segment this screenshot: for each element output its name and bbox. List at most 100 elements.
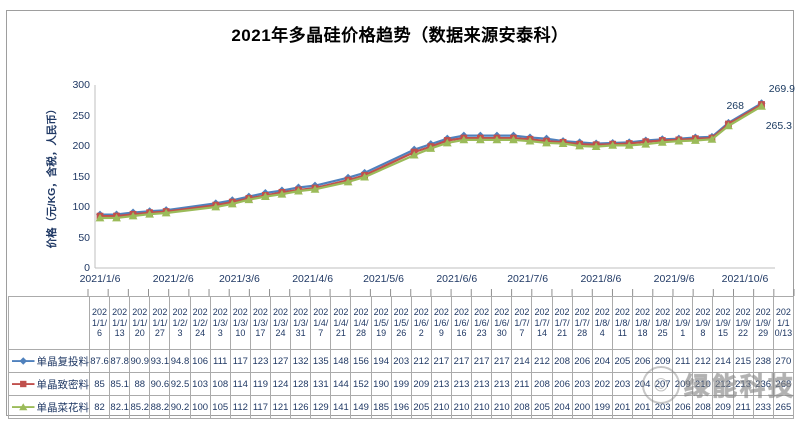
value-cell: 209 [672,372,694,396]
value-cell: 211 [511,372,533,396]
value-cell: 87.6 [88,349,111,373]
value-cell: 152 [350,372,372,396]
value-cell: 205 [611,349,633,373]
date-header-cell: 2021/5/26 [390,296,412,350]
value-cell: 268 [772,372,795,396]
value-cell: 85 [88,372,111,396]
y-tick-label: 100 [72,201,90,213]
date-header-cell: 2021/9/15 [712,296,734,350]
value-cell: 212 [531,349,553,373]
value-cell: 82 [88,395,111,419]
value-cell: 211 [732,395,754,419]
y-tick-label: 0 [84,262,90,274]
date-header-cell: 2021/7/7 [511,296,533,350]
value-cell: 141 [330,395,352,419]
value-cell: 204 [551,395,573,419]
date-header-cell: 2021/10/13 [772,296,795,350]
value-cell: 119 [249,372,271,396]
date-header-cell: 2021/1/27 [149,296,171,350]
value-cell: 212 [712,372,734,396]
x-tick-label: 2021/3/6 [218,273,260,285]
value-cell: 149 [350,395,372,419]
date-header-cell: 2021/5/19 [370,296,392,350]
diamond-legend-key-icon [12,357,35,365]
date-header-cell: 2021/8/11 [611,296,633,350]
value-cell: 124 [269,372,292,396]
value-cell: 210 [471,395,493,419]
value-cell: 204 [631,372,654,396]
value-cell: 103 [189,372,211,396]
x-tick-label: 2021/9/6 [653,273,695,285]
value-cell: 209 [652,349,674,373]
x-tick-label: 2021/8/6 [580,273,622,285]
value-cell: 123 [249,349,271,373]
value-cell: 238 [752,349,774,373]
value-cell: 88.2 [149,395,171,419]
date-header-cell: 2021/9/1 [672,296,694,350]
series-name-label: 单晶菜花料 [36,401,89,414]
value-cell: 213 [471,372,493,396]
table-row: 单晶致密料 85 85.1 88 90.6 92.5 103 108 114 119 124 128 1… [8,372,795,396]
series-end-label-caihualiao: 265.3 [765,120,792,132]
chart-data-table: 2021/1/6 2021/1/13 2021/1/20 2021/1/27 2021/… [8,296,795,419]
series-name-cell: 单晶致密料 [8,372,90,396]
value-cell: 205 [531,395,553,419]
value-cell: 144 [330,372,352,396]
table-corner-cell [8,296,90,350]
value-cell: 82.1 [109,395,131,419]
date-header-cell: 2021/7/28 [571,296,593,350]
date-header-cell: 2021/8/4 [591,296,613,350]
value-cell: 212 [410,349,432,373]
value-cell: 210 [692,372,714,396]
table-header-row: 2021/1/6 2021/1/13 2021/1/20 2021/1/27 2021/… [8,296,795,350]
value-cell: 85.2 [129,395,151,419]
value-cell: 208 [692,395,714,419]
value-cell: 217 [430,349,452,373]
date-header-cell: 2021/4/28 [350,296,372,350]
value-cell: 106 [189,349,211,373]
date-header-cell: 2021/6/9 [430,296,452,350]
value-cell: 204 [591,349,613,373]
y-tick-label: 250 [72,109,90,122]
value-cell: 206 [631,349,654,373]
value-cell: 203 [390,349,412,373]
value-cell: 208 [531,372,553,396]
x-tick-label: 2021/1/6 [79,273,121,285]
series-name-label: 单晶复投料 [36,355,89,368]
date-header-cell: 2021/2/3 [169,296,191,350]
date-header-cell: 2021/1/6 [88,296,111,350]
date-header-cell: 2021/3/24 [269,296,292,350]
series-name-cell: 单晶复投料 [8,349,90,373]
value-cell: 132 [290,349,312,373]
value-cell: 210 [450,395,473,419]
value-cell: 190 [370,372,392,396]
date-header-cell: 2021/3/17 [249,296,271,350]
value-cell: 210 [491,395,513,419]
value-cell: 201 [611,395,633,419]
value-cell: 265 [772,395,795,419]
series-end-label-zhimiliao: 268 [726,100,744,112]
value-cell: 92.5 [169,372,191,396]
value-cell: 135 [310,349,332,373]
value-cell: 127 [269,349,292,373]
date-header-cell: 2021/3/10 [229,296,251,350]
value-cell: 126 [290,395,312,419]
series-name-cell: 单晶菜花料 [8,395,90,419]
value-cell: 93.1 [149,349,171,373]
value-cell: 185 [370,395,392,419]
value-cell: 117 [229,349,251,373]
value-cell: 270 [772,349,795,373]
y-tick-label: 200 [72,140,90,152]
value-cell: 112 [229,395,251,419]
value-cell: 207 [652,372,674,396]
value-cell: 128 [290,372,312,396]
value-cell: 206 [571,349,593,373]
date-header-cell: 2021/3/31 [290,296,312,350]
value-cell: 206 [551,372,573,396]
y-tick-label: 50 [78,231,90,244]
date-header-cell: 2021/6/16 [450,296,473,350]
value-cell: 214 [712,349,734,373]
value-cell: 131 [310,372,332,396]
value-cell: 209 [410,372,432,396]
